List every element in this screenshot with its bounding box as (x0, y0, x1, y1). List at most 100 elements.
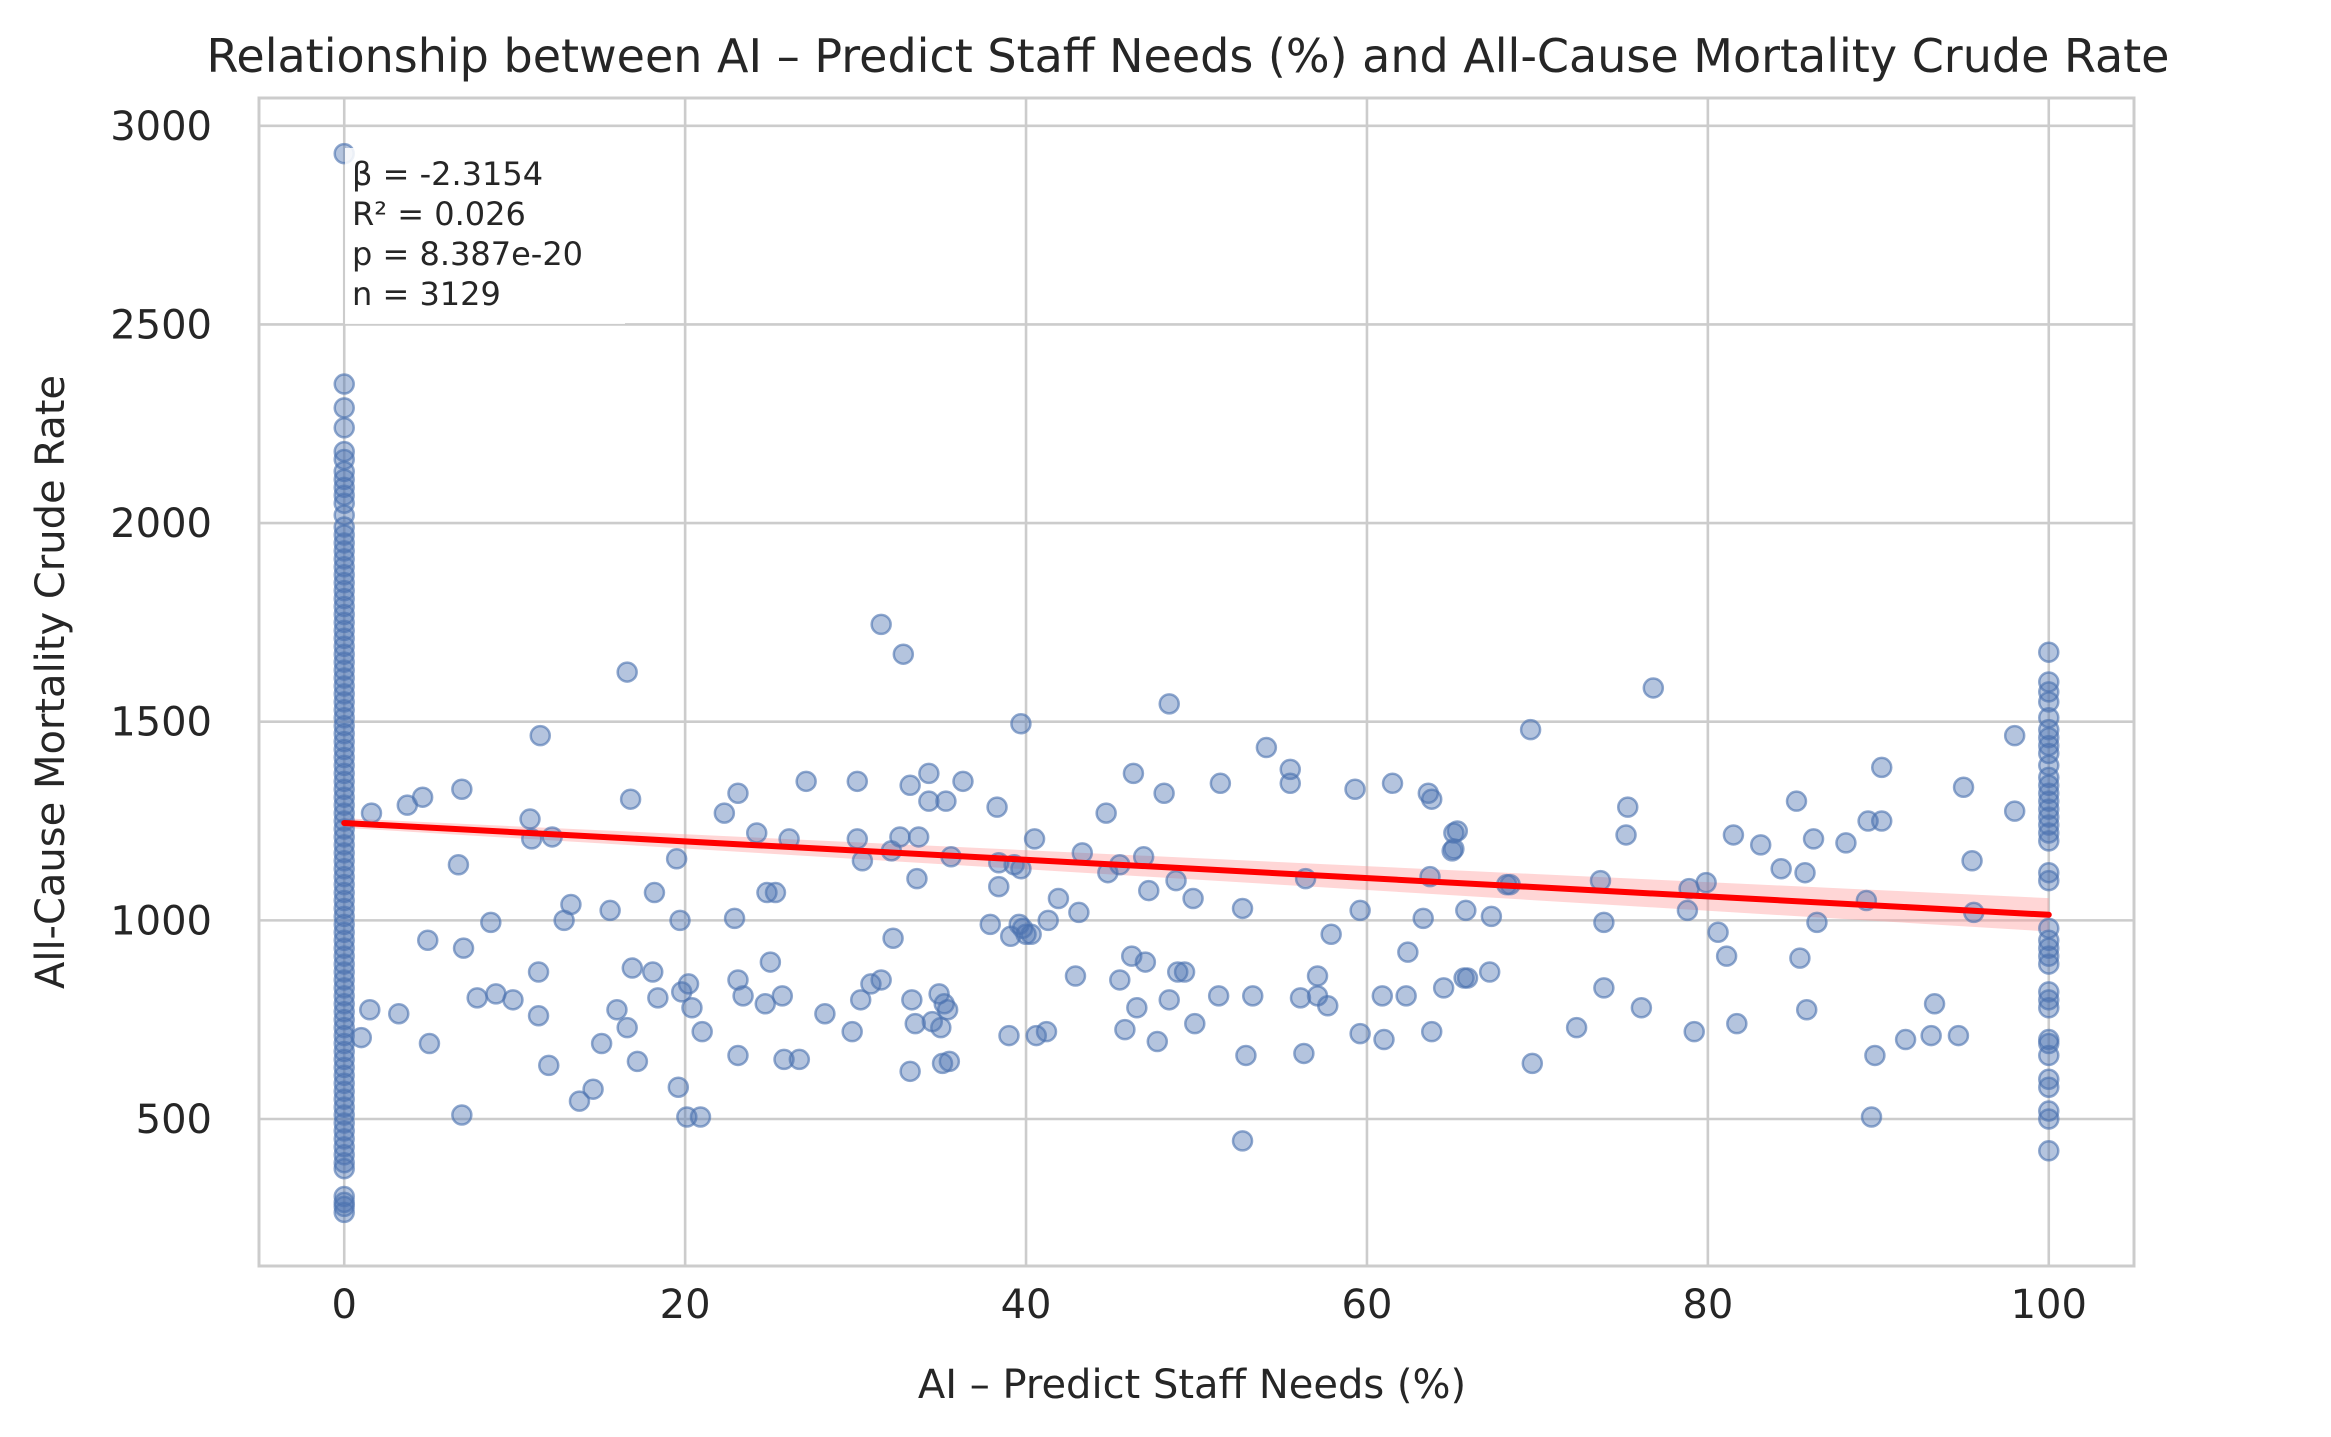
data-point (1158, 693, 1180, 715)
data-point (333, 627, 355, 650)
data-point (1023, 828, 1046, 850)
x-axis-label: AI – Predict Staff Needs (%) (918, 1362, 1466, 1408)
data-point (1795, 999, 1818, 1021)
data-point (1020, 923, 1042, 946)
data-point (452, 937, 475, 959)
data-point (901, 989, 923, 1011)
data-point (1010, 712, 1032, 735)
data-point (759, 951, 782, 973)
data-point (333, 770, 355, 793)
data-point (1381, 772, 1404, 795)
regression-line (341, 820, 2052, 918)
data-point (466, 987, 488, 1009)
data-point (333, 651, 355, 673)
data-point (333, 842, 355, 864)
data-point (333, 556, 355, 578)
data-point (447, 853, 470, 876)
data-point (1109, 969, 1131, 991)
data-point (846, 828, 869, 850)
data-point (333, 397, 355, 419)
data-point (1952, 776, 1975, 799)
stats-box (345, 148, 625, 324)
gridlines (259, 98, 2134, 1266)
data-point (670, 981, 693, 1003)
data-point (538, 1054, 560, 1077)
data-point (999, 925, 1022, 948)
data-point (1860, 1106, 1883, 1128)
data-point (1025, 1024, 1048, 1047)
data-point (333, 416, 355, 439)
data-point (1397, 941, 1419, 963)
data-point (333, 643, 355, 665)
data-point (899, 774, 921, 797)
data-point (333, 532, 355, 554)
data-point (1923, 993, 1946, 1015)
data-point (2038, 945, 2060, 967)
data-point (2038, 641, 2060, 663)
data-point (333, 1080, 355, 1102)
data-point (1456, 967, 1479, 989)
data-point (907, 826, 930, 848)
data-point (1642, 677, 1665, 699)
data-point (1794, 861, 1816, 884)
data-point (681, 997, 703, 1019)
data-point (1707, 921, 1729, 944)
data-point (1184, 1012, 1206, 1035)
data-point (870, 613, 892, 636)
data-point (1789, 947, 1811, 969)
data-point (626, 1050, 649, 1073)
data-point (333, 1040, 355, 1063)
data-point (333, 1088, 355, 1110)
data-point (2038, 790, 2060, 812)
data-point (1749, 834, 1772, 856)
data-point (333, 722, 355, 745)
data-point (870, 969, 892, 991)
data-point (333, 786, 355, 808)
data-point (745, 822, 768, 844)
data-point (2038, 861, 2060, 884)
data-point (350, 1026, 373, 1049)
data-point (1947, 1024, 1970, 1047)
regression-layer (341, 820, 2052, 918)
data-point (727, 1044, 749, 1067)
data-point (1209, 772, 1232, 795)
data-point (333, 881, 355, 904)
data-point (417, 929, 439, 951)
data-point (727, 782, 749, 804)
data-point (333, 985, 355, 1007)
data-point (1138, 879, 1160, 902)
data-point (1095, 802, 1117, 824)
data-point (1173, 961, 1196, 983)
data-point (1519, 718, 1542, 741)
data-point (502, 989, 524, 1011)
data-point (754, 993, 776, 1015)
data-point (333, 913, 355, 936)
data-point (568, 1090, 591, 1112)
data-point (333, 1016, 355, 1039)
data-point (904, 1012, 926, 1035)
data-point (938, 1050, 961, 1073)
data-point (333, 635, 355, 657)
data-point (936, 999, 959, 1021)
data-point (1480, 905, 1503, 928)
data-point (986, 796, 1008, 818)
data-point (1255, 736, 1278, 759)
data-point (2038, 1076, 2060, 1098)
data-point (2038, 1068, 2060, 1091)
data-point (1231, 1130, 1254, 1152)
x-tick-label: 20 (660, 1282, 711, 1328)
data-point (1920, 1024, 1942, 1047)
x-tick-label: 0 (332, 1282, 357, 1328)
data-point (988, 875, 1010, 898)
data-point (1432, 977, 1455, 999)
data-point (333, 1072, 355, 1095)
data-point (1565, 1016, 1588, 1039)
data-point (1722, 824, 1745, 846)
data-point (1395, 985, 1417, 1007)
data-point (333, 738, 355, 761)
data-point (333, 850, 355, 872)
data-point (333, 794, 355, 816)
data-point (1165, 869, 1187, 892)
data-point (333, 945, 355, 967)
